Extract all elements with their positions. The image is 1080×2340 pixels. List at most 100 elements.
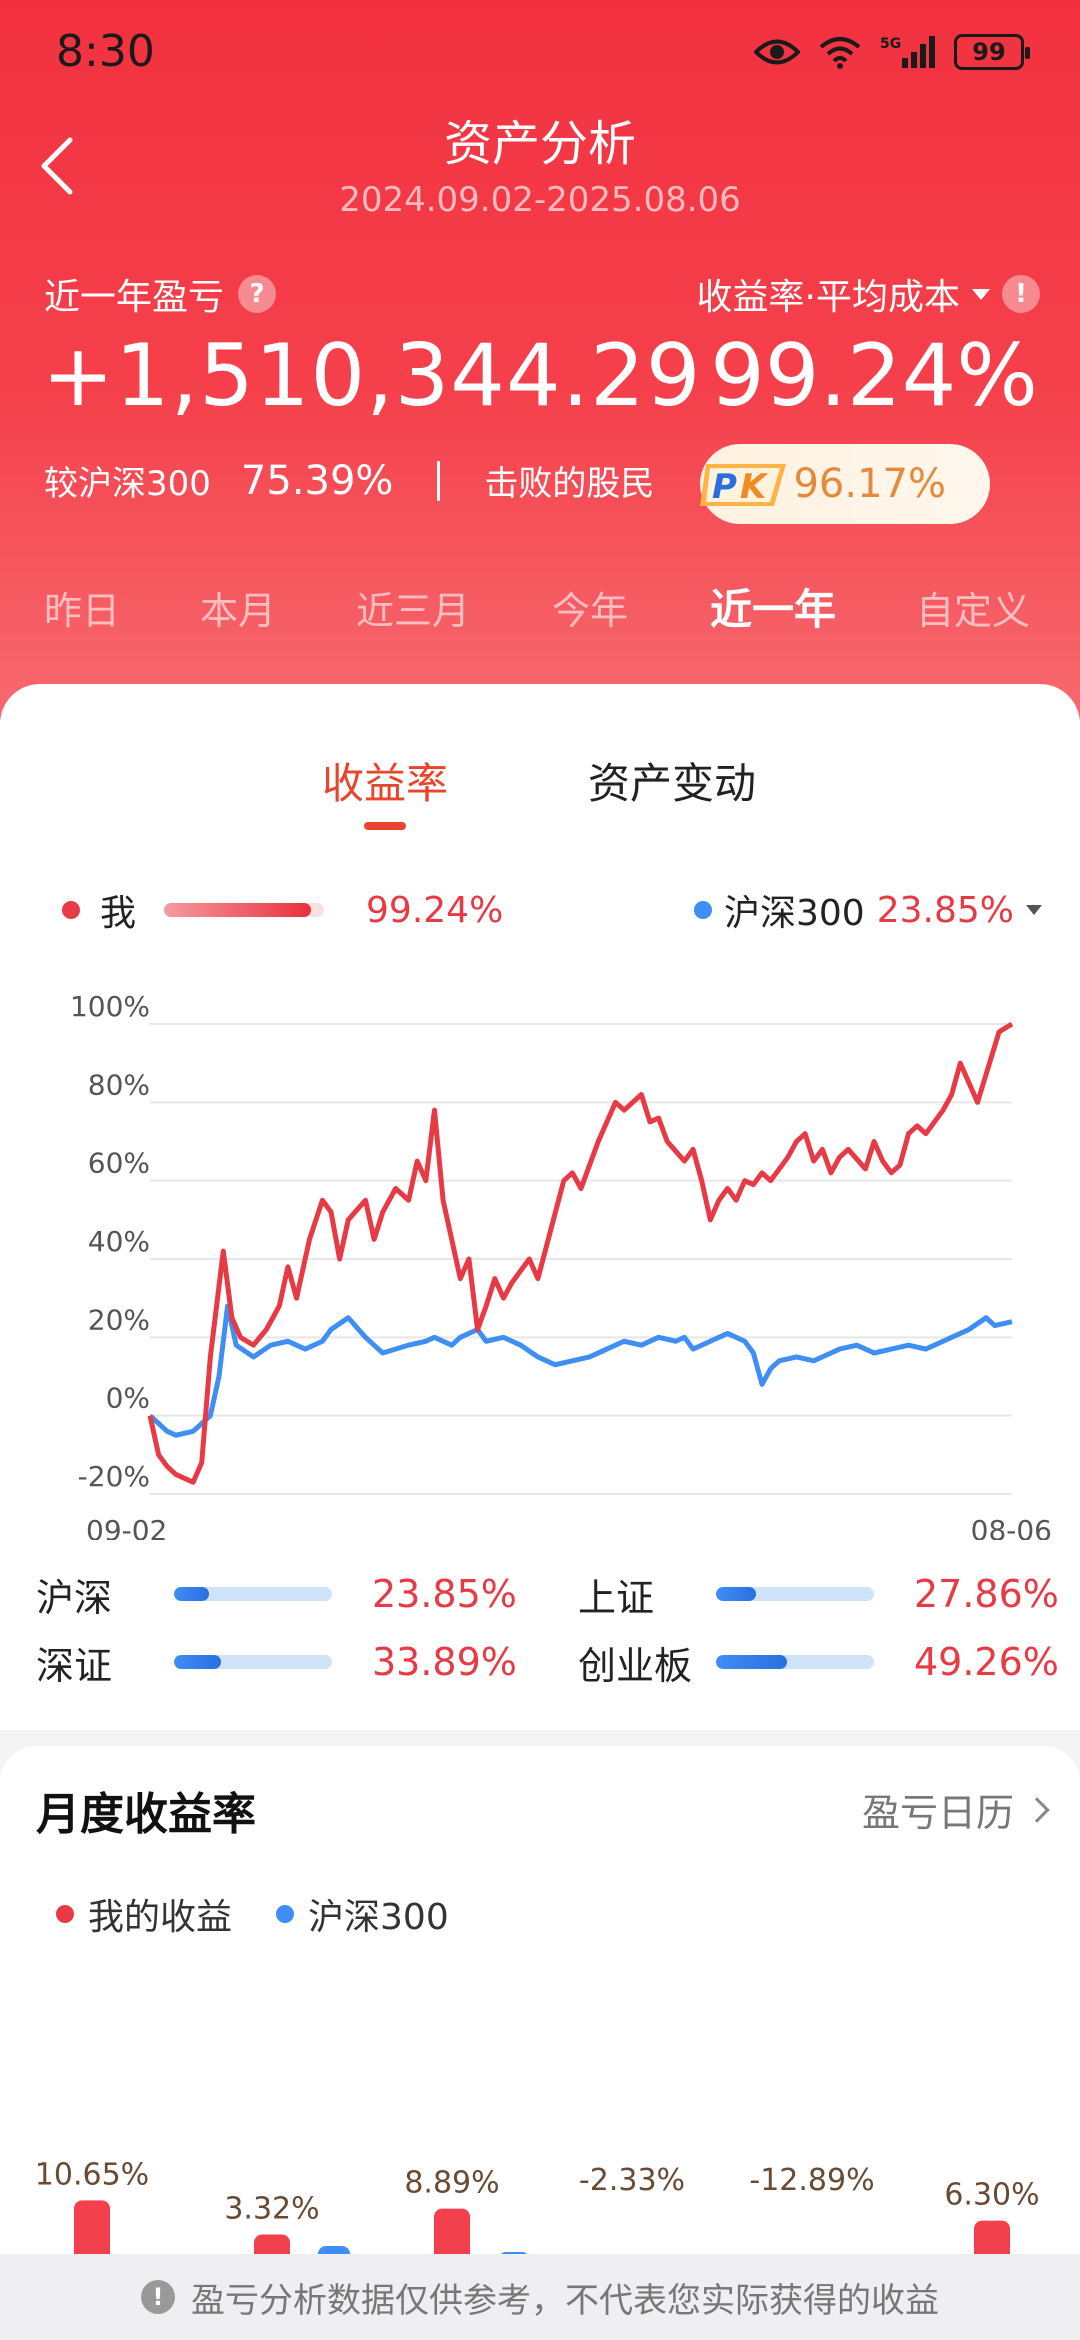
svg-text:K: K: [740, 467, 769, 507]
bar-value-label: 8.89%: [404, 2166, 499, 2201]
bar-value-label: 3.32%: [224, 2192, 319, 2227]
wifi-icon: [819, 37, 861, 69]
series-line-hs300: [148, 1303, 1013, 1438]
caret-down-icon: [972, 288, 990, 300]
index-bar: [174, 1587, 332, 1601]
beat-value: 96.17%: [700, 444, 990, 524]
tab-custom[interactable]: 自定义: [916, 589, 1031, 633]
monthly-bar-chart: 10.65% 3.32% 8.89% -2.33% -12.89% 6.30%: [35, 2157, 1040, 2260]
index-name: 深证: [36, 1643, 113, 1688]
index-bar: [716, 1587, 874, 1601]
pl-calendar-label: 盈亏日历: [861, 1791, 1014, 1835]
status-bar: 8:30 5G 99: [0, 0, 1080, 100]
pl-label: 近一年盈亏: [44, 277, 225, 318]
legend-me-bar: [164, 903, 325, 917]
bar-my-return[interactable]: [74, 2200, 110, 2260]
bar-value-label: -12.89%: [749, 2163, 874, 2198]
index-compare-sz: 深证 33.89%: [36, 1632, 517, 1692]
back-arrow-icon[interactable]: [30, 130, 90, 200]
tab-yesterday[interactable]: 昨日: [44, 589, 121, 633]
legend-hs300: 沪深300: [308, 1897, 449, 1938]
help-icon[interactable]: ?: [238, 275, 277, 313]
legend-me-label: 我: [100, 893, 137, 934]
bar-value-label: 10.65%: [35, 2157, 149, 2192]
active-tab-indicator: [364, 822, 406, 830]
me-dot: [62, 901, 80, 919]
legend-me: 我 99.24%: [62, 884, 503, 936]
series-line-me: [147, 1021, 1014, 1485]
rate-value: 99.24%: [710, 326, 1038, 426]
bar-my-return[interactable]: [254, 2234, 290, 2260]
index-name: 沪深: [36, 1575, 113, 1620]
legend-index-selector[interactable]: 沪深300 23.85%: [694, 884, 1042, 936]
disclaimer-text: 盈亏分析数据仅供参考，不代表您实际获得的收益: [191, 2280, 939, 2321]
legend-index-value: 23.85%: [876, 889, 1014, 931]
index-bar: [174, 1655, 332, 1669]
info-icon: !: [141, 2280, 175, 2314]
index-value: 27.86%: [914, 1572, 1059, 1616]
status-icons: 5G 99: [754, 30, 1030, 74]
x-tick-label: 09-02: [86, 1514, 167, 1540]
y-tick-label: 20%: [88, 1303, 150, 1336]
tab-this-year[interactable]: 今年: [552, 589, 629, 633]
x-tick-label: 08-06: [971, 1514, 1052, 1540]
index-compare-sh: 上证 27.86%: [578, 1564, 1059, 1624]
index-name: 创业板: [578, 1643, 693, 1688]
period-tabs: 昨日 本月 近三月 今年 近一年 自定义: [0, 580, 1080, 640]
y-tick-label: 60%: [88, 1147, 150, 1180]
bar-my-return[interactable]: [974, 2220, 1010, 2260]
index-name: 上证: [578, 1575, 655, 1620]
rate-label: 收益率·平均成本: [696, 277, 960, 318]
signal-icon: 5G: [880, 36, 935, 68]
caret-down-icon: [1026, 905, 1042, 915]
battery-indicator: 99: [954, 34, 1030, 70]
header-panel: 8:30 5G 99 资产分析 2024.09.0: [0, 0, 1080, 720]
pl-value: +1,510,344.29: [42, 326, 702, 426]
date-range: 2024.09.02-2025.08.06: [339, 180, 741, 220]
index-value: 49.26%: [914, 1640, 1059, 1684]
tab-three-months[interactable]: 近三月: [356, 589, 471, 633]
vs-index-label: 较沪深300: [44, 464, 211, 504]
monthly-legend: 我的收益 沪深300: [56, 1888, 449, 1940]
legend-index-label: 沪深300: [724, 893, 865, 934]
index-value: 33.89%: [372, 1640, 517, 1684]
vs-index-value: 75.39%: [240, 457, 394, 504]
tab-this-month[interactable]: 本月: [200, 589, 277, 633]
legend-me-value: 99.24%: [366, 889, 504, 931]
beat-label: 击败的股民: [484, 464, 655, 504]
y-tick-label: 40%: [88, 1225, 150, 1258]
status-time: 8:30: [56, 26, 155, 77]
pl-calendar-link[interactable]: 盈亏日历: [861, 1782, 1050, 1837]
bar-my-return[interactable]: [434, 2208, 470, 2260]
tab-one-year[interactable]: 近一年: [710, 585, 837, 634]
pl-label-group: 近一年盈亏 ?: [44, 268, 277, 320]
rate-mode-selector[interactable]: 收益率·平均成本 !: [697, 268, 1040, 320]
bar-value-label: -2.33%: [579, 2163, 685, 2198]
y-tick-label: 80%: [88, 1068, 150, 1101]
index-compare-hs: 沪深 23.85%: [36, 1564, 517, 1624]
y-tick-label: -20%: [78, 1460, 150, 1493]
bar-value-label: 6.30%: [944, 2178, 1039, 2213]
index-value: 23.85%: [372, 1572, 517, 1616]
tab-return-rate[interactable]: 收益率: [322, 759, 449, 808]
y-tick-label: 100%: [70, 990, 150, 1023]
pk-logo-icon: P K: [700, 464, 786, 507]
returns-card: [0, 684, 1080, 1730]
index-compare-cyb: 创业板 49.26%: [578, 1632, 1059, 1692]
disclaimer-bar: ! 盈亏分析数据仅供参考，不代表您实际获得的收益: [0, 2254, 1080, 2340]
warning-icon[interactable]: !: [1002, 275, 1040, 313]
legend-my-return: 我的收益: [88, 1897, 233, 1938]
page-title: 资产分析: [443, 116, 636, 172]
monthly-card: [0, 1746, 1080, 2340]
pk-badge[interactable]: 96.17% P K: [700, 444, 990, 524]
divider: [437, 460, 441, 501]
comparison-row: 较沪深300 75.39% 击败的股民: [44, 456, 654, 505]
tab-asset-change[interactable]: 资产变动: [588, 759, 757, 808]
index-dot: [276, 1905, 295, 1923]
eye-icon: [754, 39, 800, 65]
index-bar: [716, 1655, 874, 1669]
chevron-right-icon: [1024, 1796, 1050, 1823]
return-line-chart: 100% 80% 60% 40% 20% 0% -20% 09-02 08-06: [70, 990, 1052, 1540]
svg-text:P: P: [712, 467, 737, 507]
y-tick-label: 0%: [106, 1382, 150, 1415]
